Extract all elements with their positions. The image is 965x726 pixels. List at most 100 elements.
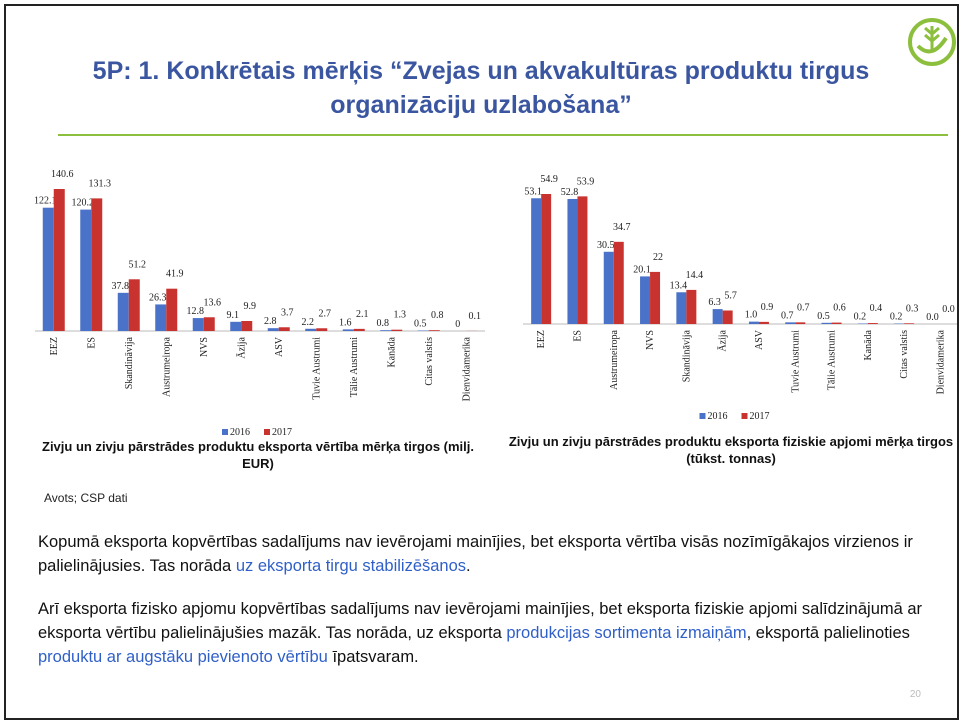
data-label: 9.9 xyxy=(244,301,257,312)
data-label: 9.1 xyxy=(227,310,240,321)
slide-title: 5P: 1. Konkrētais mērķis “Zvejas un akva… xyxy=(92,57,870,119)
bar xyxy=(867,323,878,324)
legend-swatch xyxy=(741,413,748,419)
x-tick-label: ASV xyxy=(274,336,285,357)
x-tick-label: ES xyxy=(86,337,97,349)
x-tick-label: Dienvidamerika xyxy=(935,329,946,394)
data-label: 0.3 xyxy=(906,303,919,314)
bar xyxy=(203,317,215,331)
data-label: 2.8 xyxy=(264,316,277,327)
bar xyxy=(80,209,92,331)
x-tick-label: Tālie Austrumi xyxy=(827,330,838,390)
bar xyxy=(391,329,403,331)
data-label: 0.0 xyxy=(942,304,955,315)
x-tick-label: ES xyxy=(572,330,583,342)
data-label: 51.2 xyxy=(129,259,147,270)
data-label: 2.1 xyxy=(356,309,369,320)
x-tick-label: Dienvidamerika xyxy=(461,336,472,401)
x-tick-label: EEZ xyxy=(536,330,547,348)
data-label: 13.6 xyxy=(204,297,222,308)
data-label: 0.2 xyxy=(890,312,903,323)
bar xyxy=(831,322,842,324)
data-label: 20.1 xyxy=(633,264,651,275)
data-label: 2.7 xyxy=(319,308,332,319)
data-label: 122.1 xyxy=(34,196,57,207)
data-label: 34.7 xyxy=(613,222,631,233)
paragraph: Arī eksporta fizisko apjomu kopvērtības … xyxy=(38,597,938,669)
bar xyxy=(53,189,65,331)
bar xyxy=(686,289,697,324)
data-label: 0.8 xyxy=(377,318,390,329)
legend-label: 2017 xyxy=(750,411,770,422)
data-label: 5.7 xyxy=(724,291,737,302)
x-tick-label: NVS xyxy=(199,337,210,357)
data-label: 22 xyxy=(653,252,663,263)
bar xyxy=(821,322,832,324)
data-label: 52.8 xyxy=(561,187,579,198)
data-label: 2.2 xyxy=(302,317,315,328)
bar xyxy=(603,251,614,324)
data-label: 13.4 xyxy=(670,280,688,291)
paragraph: Kopumā eksporta kopvērtības sadalījums n… xyxy=(38,530,938,578)
data-label: 53.1 xyxy=(524,186,542,197)
data-label: 54.9 xyxy=(540,174,558,185)
bar xyxy=(904,323,915,324)
bar xyxy=(567,198,578,324)
logo xyxy=(908,18,956,66)
bar xyxy=(117,292,129,331)
bar xyxy=(166,288,178,331)
bar xyxy=(531,198,542,324)
data-label: 0.4 xyxy=(870,303,883,314)
x-tick-label: Citas valstis xyxy=(899,330,910,379)
x-tick-label: Skandināvija xyxy=(124,336,135,389)
data-label: 0.5 xyxy=(817,311,830,322)
bar xyxy=(192,318,204,331)
bar xyxy=(316,328,328,331)
legend-label: 2016 xyxy=(708,411,728,422)
data-label: 0.1 xyxy=(469,311,482,322)
data-label: 37.8 xyxy=(112,281,130,292)
bar xyxy=(785,322,796,324)
data-label: 131.3 xyxy=(89,178,112,189)
data-label: 41.9 xyxy=(166,269,184,280)
chart-title: Zivju un zivju pārstrādes produktu ekspo… xyxy=(508,434,954,466)
chart-title: Zivju un zivju pārstrādes produktu ekspo… xyxy=(42,439,474,471)
data-label: 1.3 xyxy=(394,310,407,321)
x-tick-label: Āzija xyxy=(718,329,729,351)
text-run: uz eksporta tirgu stabilizēšanos xyxy=(235,557,467,575)
data-label: 0.9 xyxy=(761,302,774,313)
bar xyxy=(278,327,290,331)
x-tick-label: ASV xyxy=(754,329,765,350)
legend-label: 2016 xyxy=(230,427,250,438)
bar xyxy=(722,310,733,324)
bar xyxy=(155,304,167,331)
bar xyxy=(428,330,440,331)
chart: EEZ 122.1 140.6 ES 120.2 131.3 Skandināvija 37.… xyxy=(34,169,485,438)
data-label: 0.6 xyxy=(833,303,846,314)
page-number: 20 xyxy=(909,689,921,700)
data-label: 1.0 xyxy=(745,310,758,321)
data-label: 26.3 xyxy=(149,292,167,303)
bar xyxy=(613,241,624,324)
x-tick-label: Kanāda xyxy=(863,329,874,360)
bar xyxy=(342,329,354,331)
bar xyxy=(712,309,723,324)
text-run: Kopumā eksporta kopvērtības sadalījums n… xyxy=(38,533,913,575)
x-tick-label: Skandināvija xyxy=(681,329,692,382)
source: Avots; CSP dati xyxy=(44,491,128,505)
x-tick-label: Āzija xyxy=(236,336,247,358)
x-tick-label: Tālie Austrumi xyxy=(349,337,360,397)
legend-swatch xyxy=(699,413,706,419)
data-label: 12.8 xyxy=(187,306,205,317)
bar xyxy=(267,328,279,331)
text-run: Arī eksporta fizisko apjomu kopvērtības … xyxy=(38,600,923,642)
bar xyxy=(795,322,806,324)
data-label: 53.9 xyxy=(577,176,595,187)
text-run: , eksportā palielinoties xyxy=(746,624,910,642)
bar xyxy=(230,321,242,331)
x-tick-label: Austrumeiropa xyxy=(161,336,172,397)
data-label: 6.3 xyxy=(708,297,721,308)
data-label: 0 xyxy=(455,319,460,330)
x-tick-label: Kanāda xyxy=(386,336,397,367)
data-label: 1.6 xyxy=(339,317,352,328)
